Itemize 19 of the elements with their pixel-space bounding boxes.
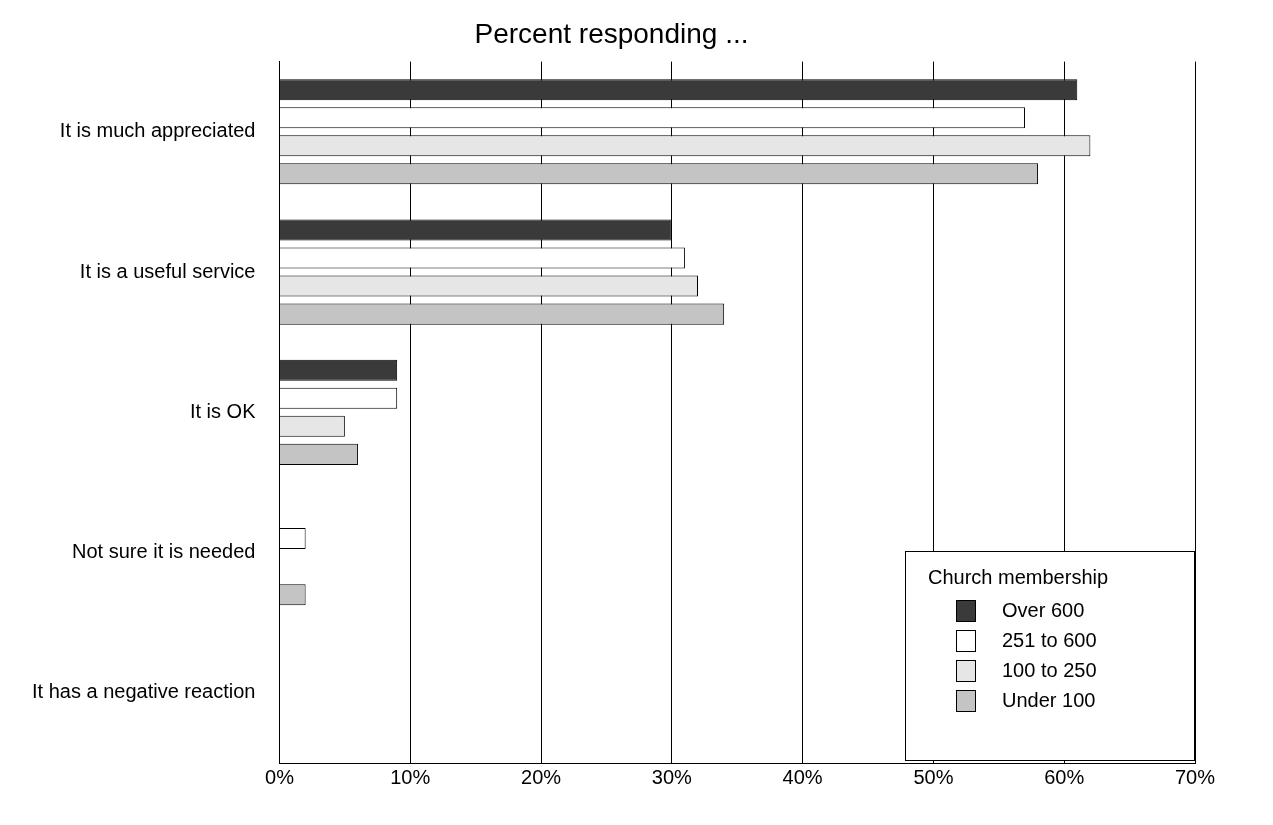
legend-label: 100 to 250	[1002, 659, 1097, 682]
x-tick-label: 0%	[265, 765, 295, 788]
y-tick-label: It is much appreciated	[59, 119, 256, 142]
x-tick-label: 50%	[913, 765, 954, 788]
legend-label: Under 100	[1002, 689, 1096, 712]
x-tick-label: 60%	[1044, 765, 1085, 788]
x-tick-label: 40%	[782, 765, 823, 788]
legend-title: Church membership	[928, 566, 1110, 589]
legend-label: Over 600	[1002, 599, 1085, 622]
x-tick-label: 10%	[390, 765, 431, 788]
x-tick-label: 30%	[651, 765, 693, 788]
x-tick-label: 70%	[1174, 765, 1216, 788]
y-tick-label: It is OK	[189, 399, 257, 422]
chart-title: Percent responding ...	[474, 17, 749, 49]
y-tick-label: It is a useful service	[79, 259, 256, 282]
x-tick-label: 20%	[521, 765, 562, 788]
y-tick-label: Not sure it is needed	[72, 540, 256, 563]
text: 251 to 600	[1002, 629, 1097, 652]
y-tick-label: It has a negative reaction	[31, 680, 256, 703]
